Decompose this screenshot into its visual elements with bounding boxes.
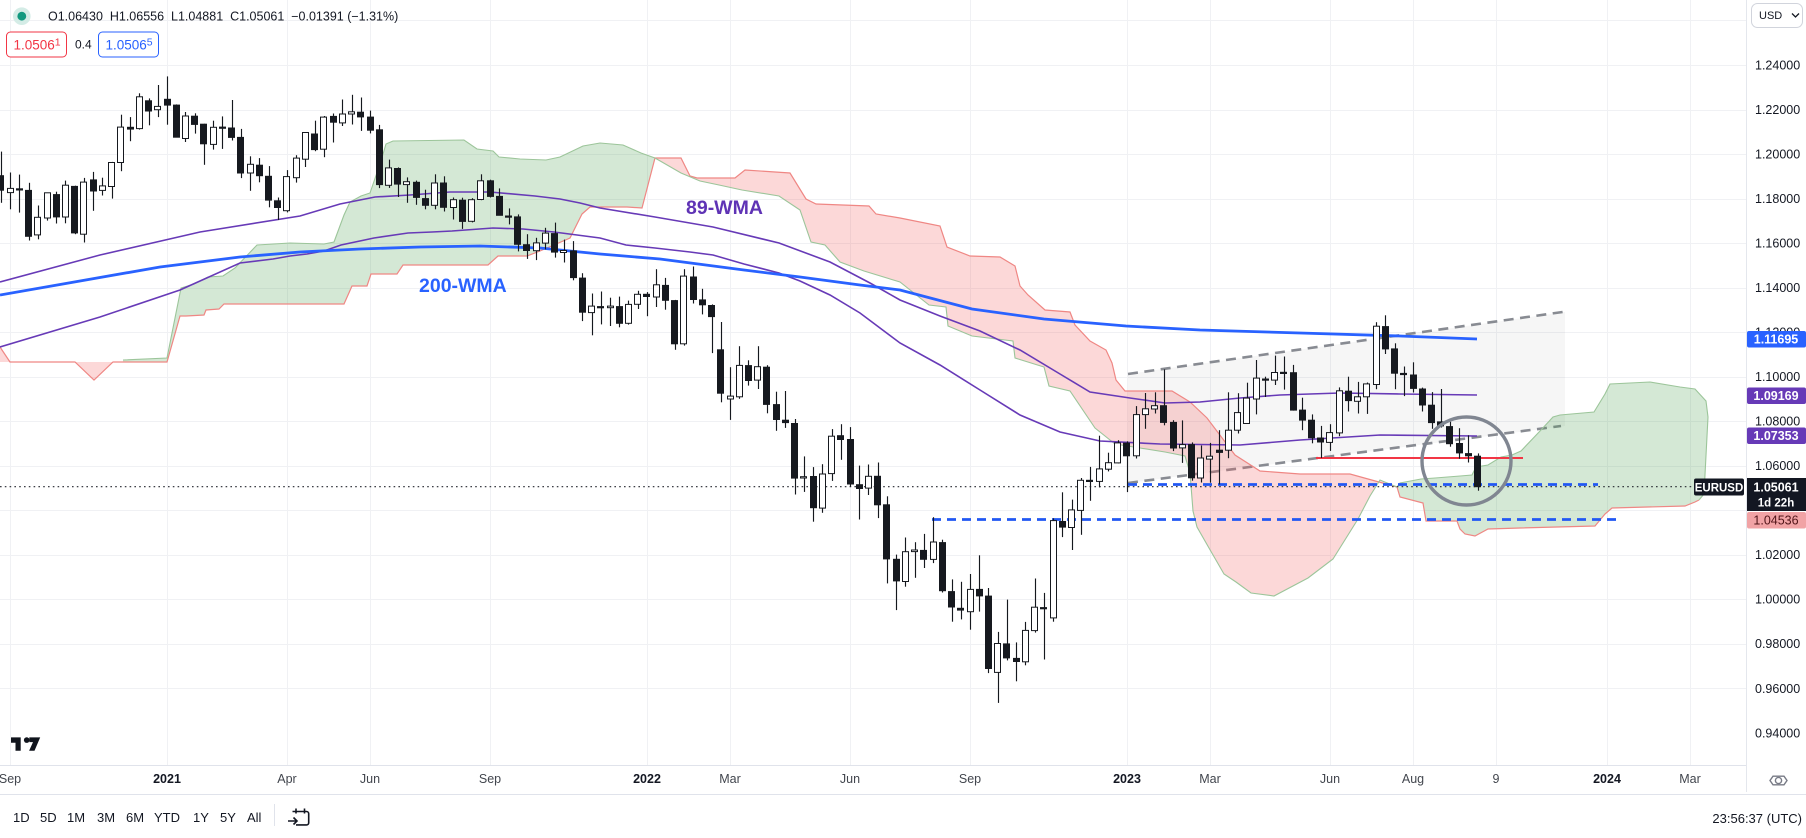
svg-text:Mar: Mar <box>1199 772 1221 786</box>
svg-text:Sep: Sep <box>0 772 21 786</box>
svg-text:1M: 1M <box>67 810 85 825</box>
svg-text:0.94000: 0.94000 <box>1755 726 1800 740</box>
svg-text:EURUSD: EURUSD <box>1695 483 1744 495</box>
svg-text:Jun: Jun <box>1320 772 1340 786</box>
svg-text:1.07353: 1.07353 <box>1753 429 1798 443</box>
svg-text:1.18000: 1.18000 <box>1755 192 1800 206</box>
svg-text:0.96000: 0.96000 <box>1755 682 1800 696</box>
svg-text:0.4: 0.4 <box>75 38 92 52</box>
svg-text:200-WMA: 200-WMA <box>419 275 507 297</box>
svg-text:YTD: YTD <box>154 810 180 825</box>
svg-text:6M: 6M <box>126 810 144 825</box>
svg-text:0.98000: 0.98000 <box>1755 637 1800 651</box>
svg-text:3M: 3M <box>97 810 115 825</box>
svg-text:1.09169: 1.09169 <box>1753 389 1798 403</box>
svg-text:Aug: Aug <box>1402 772 1424 786</box>
svg-text:Sep: Sep <box>479 772 501 786</box>
svg-text:23:56:37 (UTC): 23:56:37 (UTC) <box>1712 811 1802 826</box>
svg-text:1.24000: 1.24000 <box>1755 58 1800 72</box>
svg-text:1.11695: 1.11695 <box>1754 333 1799 347</box>
svg-text:Sep: Sep <box>959 772 981 786</box>
svg-text:2024: 2024 <box>1593 772 1621 786</box>
svg-text:5Y: 5Y <box>220 810 236 825</box>
svg-text:Jun: Jun <box>840 772 860 786</box>
svg-text:1.04536: 1.04536 <box>1753 514 1798 528</box>
svg-text:1.00000: 1.00000 <box>1755 593 1800 607</box>
svg-text:1.05061: 1.05061 <box>1753 481 1798 495</box>
svg-text:1Y: 1Y <box>193 810 209 825</box>
svg-text:1.10000: 1.10000 <box>1755 370 1800 384</box>
svg-text:1D: 1D <box>13 810 30 825</box>
svg-text:1.05061: 1.05061 <box>14 37 61 53</box>
svg-text:1.22000: 1.22000 <box>1755 103 1800 117</box>
svg-text:O1.06430 H1.06556 L1.04881: O1.06430 H1.06556 L1.04881 C1.05061 −0.0… <box>48 10 398 24</box>
svg-text:5D: 5D <box>40 810 57 825</box>
svg-text:1.16000: 1.16000 <box>1755 236 1800 250</box>
svg-text:Mar: Mar <box>719 772 741 786</box>
svg-text:2022: 2022 <box>633 772 661 786</box>
svg-text:2023: 2023 <box>1113 772 1141 786</box>
svg-text:2021: 2021 <box>153 772 181 786</box>
svg-text:All: All <box>247 810 262 825</box>
svg-text:1.14000: 1.14000 <box>1755 281 1800 295</box>
svg-text:Mar: Mar <box>1679 772 1701 786</box>
svg-text:1d 22h: 1d 22h <box>1758 498 1794 510</box>
svg-text:1.02000: 1.02000 <box>1755 548 1800 562</box>
svg-text:1.06000: 1.06000 <box>1755 459 1800 473</box>
svg-text:Jun: Jun <box>360 772 380 786</box>
svg-text:USD: USD <box>1759 10 1782 22</box>
svg-text:Apr: Apr <box>277 772 296 786</box>
svg-text:1.20000: 1.20000 <box>1755 147 1800 161</box>
svg-text:1.05065: 1.05065 <box>106 37 153 53</box>
svg-text:1.08000: 1.08000 <box>1755 415 1800 429</box>
svg-text:9: 9 <box>1493 772 1500 786</box>
svg-text:89-WMA: 89-WMA <box>686 197 763 219</box>
